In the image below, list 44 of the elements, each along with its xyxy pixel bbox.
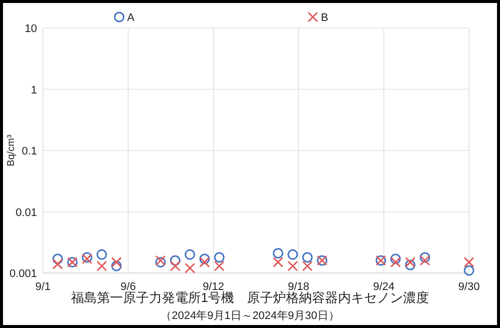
x-tick-label: 9/6 <box>120 281 136 293</box>
point <box>404 260 416 270</box>
y-tick-label: 0.001 <box>9 268 37 280</box>
point <box>404 256 416 268</box>
point <box>390 254 401 264</box>
y-tick-label: 0.01 <box>16 206 37 219</box>
point <box>272 256 284 268</box>
x-tick-label: 9/1 <box>35 281 51 293</box>
point <box>170 255 180 266</box>
point <box>96 260 108 272</box>
x-tick-label: 9/12 <box>202 281 224 293</box>
point <box>214 252 225 263</box>
point <box>199 256 210 268</box>
point <box>52 258 63 270</box>
y-tick-label: 10 <box>24 23 37 35</box>
point <box>199 254 210 264</box>
legend-label: A <box>127 12 136 24</box>
point <box>302 260 313 272</box>
point <box>464 256 474 268</box>
x-tick-label: 9/24 <box>373 281 395 293</box>
point <box>111 256 122 268</box>
x-tick-label: 9/18 <box>288 281 310 293</box>
point <box>96 249 108 260</box>
x-tick-label: 9/30 <box>458 281 480 293</box>
y-axis-title: Bq/cm³ <box>6 134 17 166</box>
point <box>302 252 313 263</box>
point <box>390 256 401 268</box>
point <box>287 260 298 272</box>
point <box>111 260 122 272</box>
point <box>184 249 196 260</box>
point <box>184 262 196 274</box>
point <box>287 249 298 260</box>
point <box>52 254 63 264</box>
text: 福島第一原子力発電所1号機 原子炉格納容器内キセノン濃度 <box>70 290 430 305</box>
point <box>420 255 430 266</box>
y-tick-label: 0.1 <box>22 146 37 158</box>
point <box>272 248 284 259</box>
legend-label: B <box>320 12 328 24</box>
point <box>170 260 180 272</box>
y-tick-label: 1 <box>30 84 37 96</box>
point <box>420 252 430 263</box>
text: （2024年9月1日～2024年9月30日） <box>160 310 340 322</box>
point <box>464 265 474 276</box>
point <box>214 260 225 272</box>
